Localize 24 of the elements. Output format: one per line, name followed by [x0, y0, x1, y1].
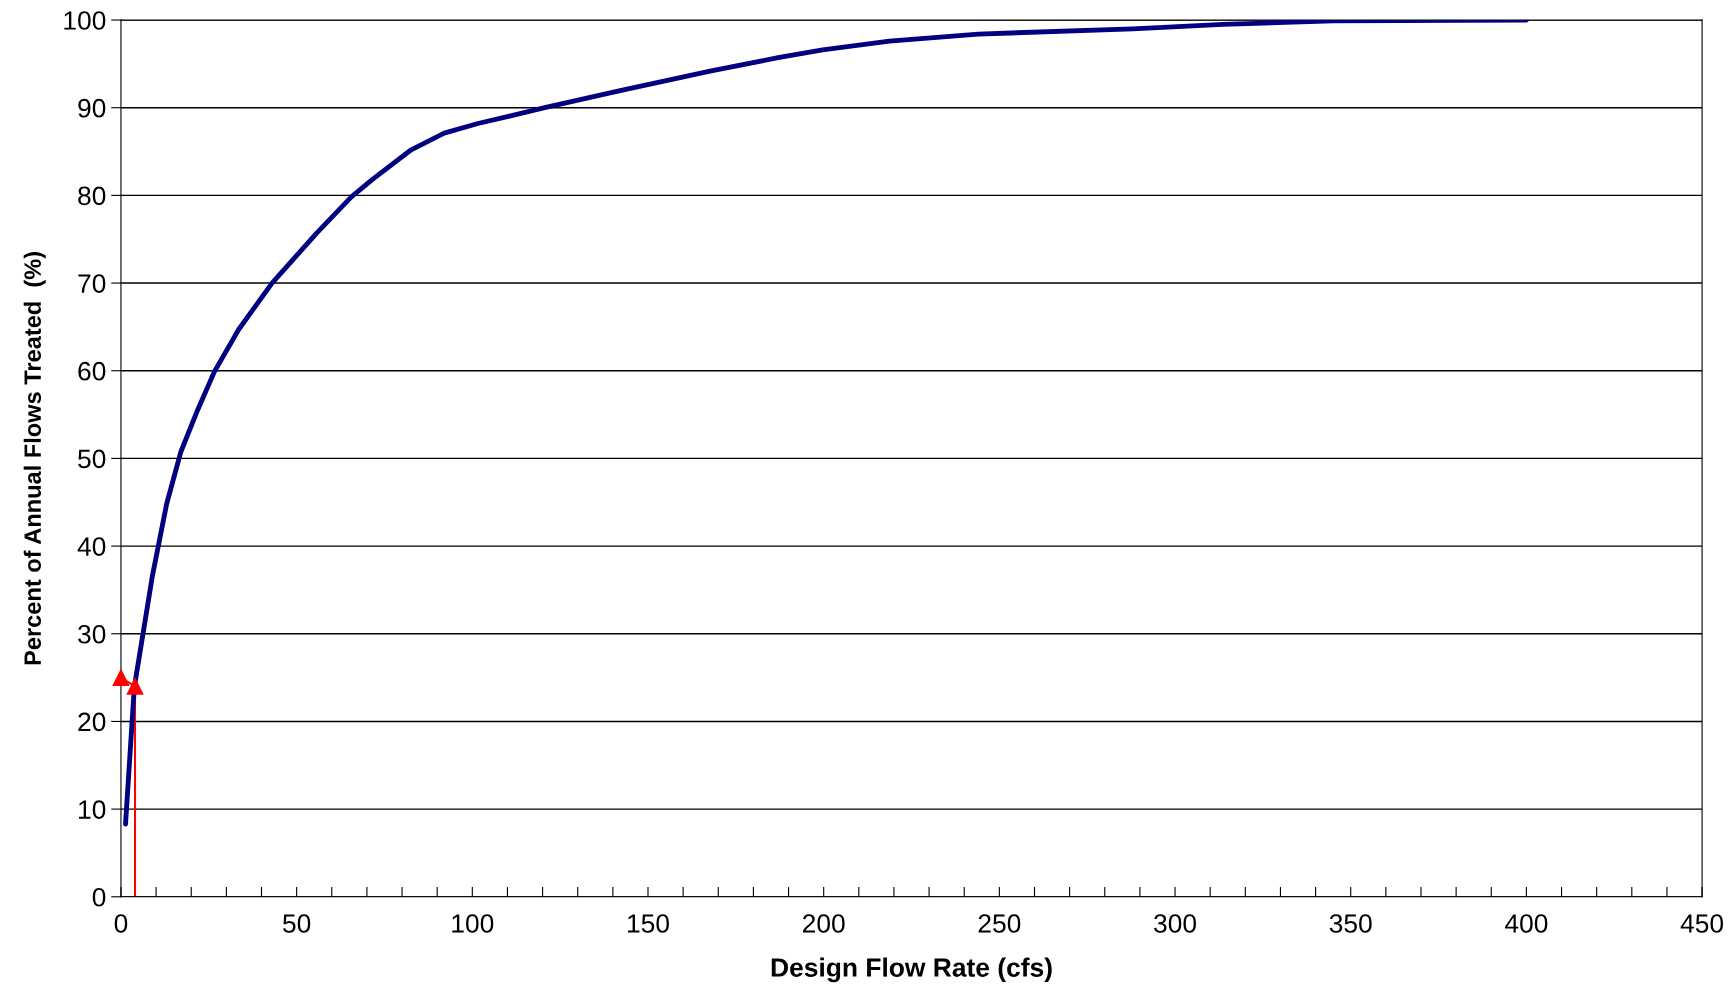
- y-tick-label: 50: [78, 449, 106, 469]
- y-tick-label: 30: [78, 624, 106, 644]
- x-tick-label: 50: [283, 914, 311, 933]
- y-tick-label: 90: [78, 98, 106, 118]
- x-tick-label: 100: [452, 914, 494, 933]
- x-tick-label: 150: [628, 914, 669, 933]
- y-tick-label: 0: [92, 887, 106, 907]
- x-tick-label: 0: [114, 914, 128, 933]
- y-tick-label: 40: [77, 537, 106, 556]
- y-tick-label: 60: [78, 361, 106, 381]
- x-tick-label: 250: [978, 914, 1021, 933]
- x-tick-label: 200: [803, 914, 845, 933]
- x-tick-label: 350: [1329, 914, 1372, 933]
- y-tick-label: 70: [78, 274, 106, 293]
- x-tick-label: 300: [1154, 914, 1197, 933]
- y-axis-title: Percent of Annual Flows Treated (%): [23, 252, 46, 665]
- y-tick-label: 10: [79, 800, 106, 819]
- y-tick-label: 80: [78, 186, 106, 206]
- x-axis-title: Design Flow Rate (cfs): [771, 957, 1052, 983]
- x-tick-label: 450: [1680, 914, 1724, 933]
- x-tick-label: 400: [1504, 914, 1548, 933]
- line-series: [123, 20, 1529, 827]
- y-tick-label: 100: [64, 11, 106, 30]
- y-tick-label: 20: [78, 712, 106, 732]
